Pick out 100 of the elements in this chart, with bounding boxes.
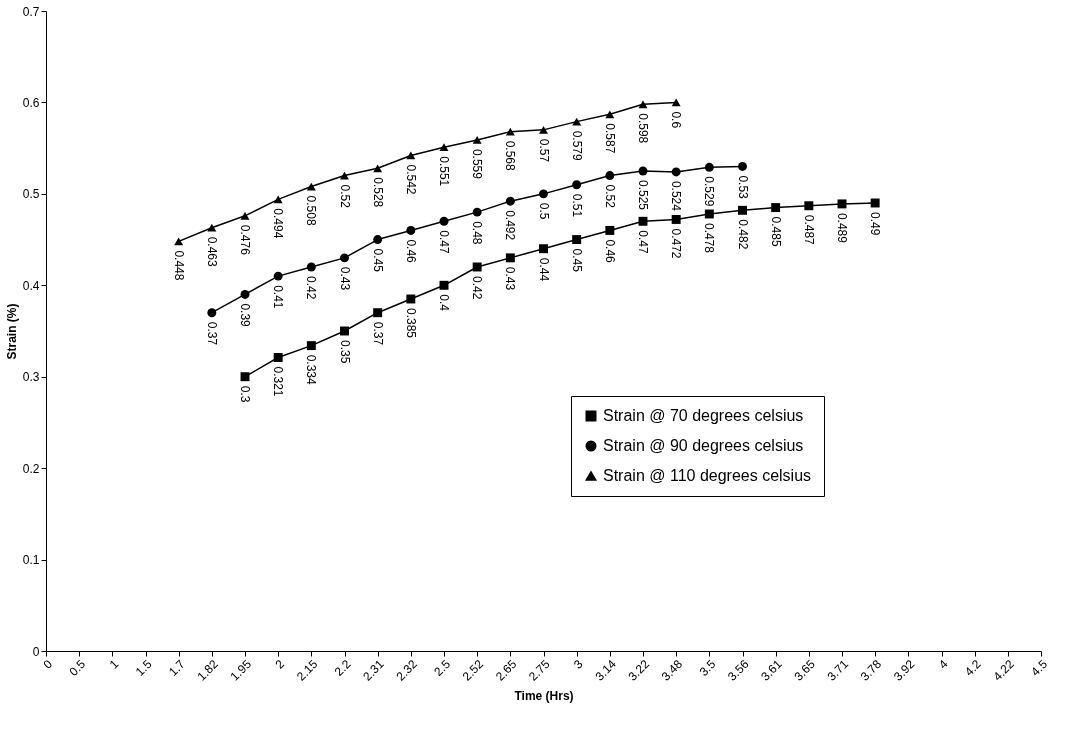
point [439,280,449,290]
data-label: 0.448 [171,250,186,281]
point [539,189,548,199]
point [373,235,383,245]
x-tick-label: 1.5 [132,656,155,679]
point [837,199,847,209]
y-axis-title: Strain (%) [4,303,19,360]
point [605,225,615,235]
point [472,136,482,144]
data-label: 0.334 [304,354,319,385]
point [605,171,615,181]
data-label: 0.51 [569,193,584,218]
x-tick-label: 2.5 [431,656,454,679]
point [240,211,250,220]
point [771,203,781,213]
data-label: 0.3 [238,385,252,403]
point [539,125,548,134]
data-label: 0.45 [370,248,385,273]
data-label: 0.476 [238,224,252,256]
data-label: 0.5 [536,202,551,220]
data-label: 0.525 [636,180,650,211]
y-tick-label: 0.6 [22,95,40,110]
y-tick-label: 0.5 [22,187,40,202]
point [340,326,349,336]
x-tick-label: 3 [571,656,586,672]
data-label: 0.48 [470,221,485,245]
point [505,127,515,136]
point [373,308,383,318]
point [638,100,648,109]
y-tick-label: 0.4 [22,278,40,293]
data-label: 0.489 [835,212,849,244]
data-label: 0.587 [602,123,617,154]
point [505,196,515,206]
point [572,235,582,245]
legend-label: Strain @ 90 degrees celsius [603,437,804,454]
legend-label: Strain @ 110 degrees celsius [603,467,812,484]
x-tick-label: 3.71 [824,656,852,684]
y-tick-label: 0.7 [22,4,40,19]
point [638,216,648,226]
data-label: 0.47 [437,230,451,254]
point [638,166,648,176]
data-label: 0.598 [636,113,650,144]
data-label: 0.47 [636,230,650,254]
point [439,143,449,152]
x-tick-label: 3.5 [696,656,719,679]
point [605,110,615,119]
x-tick-label: 2.2 [331,656,354,679]
point [373,164,383,173]
x-tick-label: 4.5 [1028,656,1051,679]
data-label: 0.52 [602,184,617,209]
point [704,209,714,219]
data-label: 0.551 [437,156,451,187]
point [572,117,582,126]
data-label: 0.568 [503,140,518,172]
point [273,195,283,204]
point [240,372,250,382]
x-axis-title: Time (Hrs) [514,688,574,703]
point [738,161,747,171]
data-label: 0.4 [437,294,451,312]
data-label: 0.321 [271,366,286,397]
data-label: 0.43 [503,266,518,291]
x-tick-label: 4.22 [990,656,1018,684]
point [671,167,681,177]
data-label: 0.529 [702,176,717,207]
data-label: 0.46 [403,239,418,264]
y-tick-label: 0.1 [22,553,40,568]
x-tick-label: 1 [106,656,122,672]
data-label: 0.494 [271,208,286,239]
data-label: 0.528 [370,177,385,208]
data-label: 0.478 [702,222,717,254]
x-tick-label: 1.7 [165,656,188,679]
data-label: 0.46 [602,239,617,264]
data-label: 0.463 [204,236,219,268]
point [340,253,349,263]
point [240,289,250,299]
point [406,151,416,160]
data-label: 0.472 [669,228,684,259]
data-label: 0.45 [569,248,584,273]
point [870,198,880,208]
data-label: 0.35 [337,340,352,364]
data-label: 0.53 [735,175,750,200]
point [439,216,449,226]
data-label: 0.487 [801,214,816,246]
point [472,207,482,217]
point [572,180,582,190]
data-label: 0.44 [536,257,551,282]
x-tick-label: 0 [40,656,56,672]
point [671,98,681,107]
point [704,162,714,172]
data-label: 0.37 [204,321,219,346]
data-label: 0.49 [868,212,883,236]
x-tick-label: 2 [272,656,288,672]
data-label: 0.42 [304,276,319,300]
data-label: 0.559 [470,148,485,180]
x-tick-label: 4.2 [961,656,984,679]
point [671,214,681,224]
y-tick-label: 0 [32,644,40,659]
point [207,223,217,232]
point [306,341,316,351]
data-label: 0.37 [370,321,385,346]
